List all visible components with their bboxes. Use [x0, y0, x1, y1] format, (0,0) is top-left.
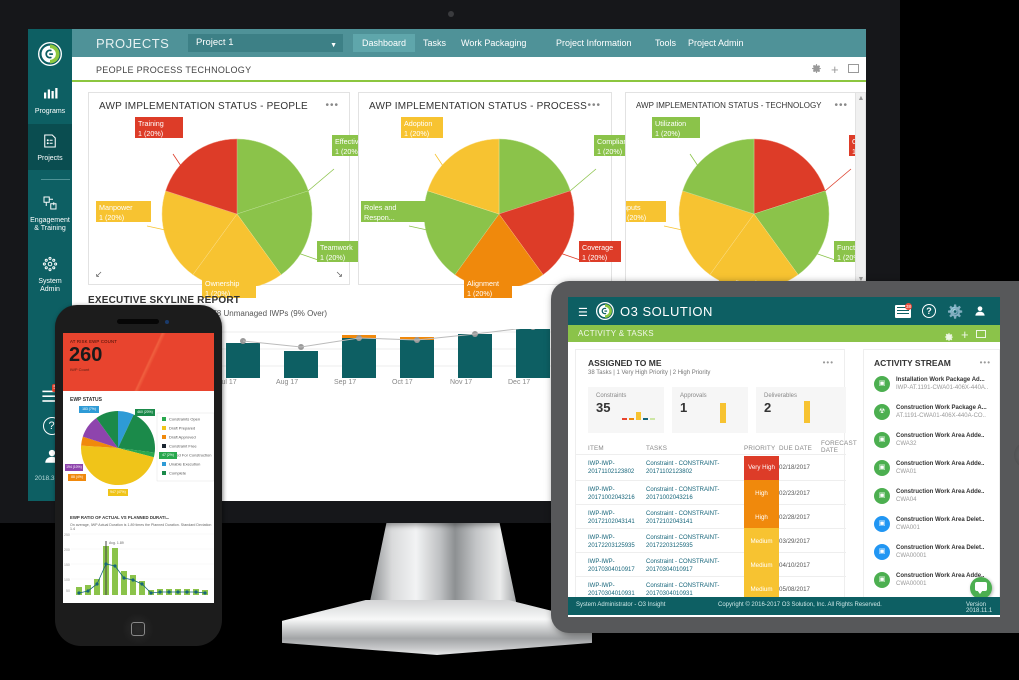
svg-text:150: 150 [64, 563, 70, 567]
svg-text:Constraints Open: Constraints Open [169, 417, 200, 422]
svg-text:Avg. 1.89: Avg. 1.89 [109, 541, 124, 545]
svg-text:50: 50 [66, 589, 70, 593]
svg-text:Complete: Complete [169, 471, 187, 476]
svg-text:200: 200 [64, 548, 70, 552]
svg-text:250: 250 [64, 533, 70, 537]
svg-text:Unable Execution: Unable Execution [169, 462, 200, 467]
svg-text:100: 100 [64, 578, 70, 582]
svg-text:Constraint Free: Constraint Free [169, 444, 197, 449]
svg-text:Draft Approved: Draft Approved [169, 435, 196, 440]
svg-text:Draft Prepared: Draft Prepared [169, 426, 195, 431]
